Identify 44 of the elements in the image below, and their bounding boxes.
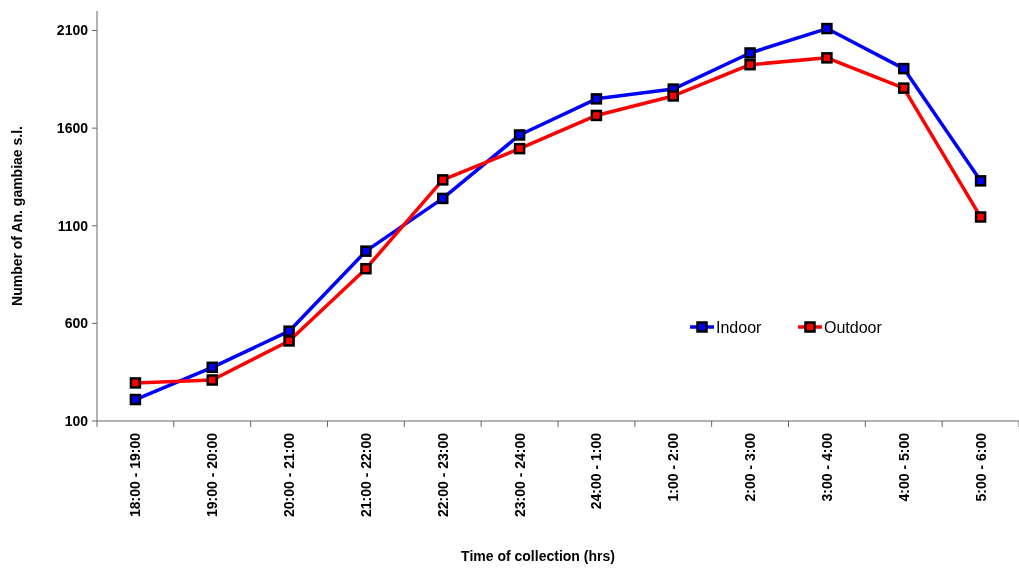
point	[744, 47, 756, 59]
x-axis-title: Time of collection (hrs)	[461, 548, 615, 564]
x-tick-label: 4:00 - 5:00	[895, 432, 912, 502]
y-tick-label: 1100	[57, 217, 89, 234]
point	[360, 262, 372, 275]
point	[898, 62, 910, 75]
x-tick-label: 5:00 - 6:00	[972, 432, 989, 502]
x-tick-label: 22:00 - 23:00	[434, 432, 451, 518]
point	[129, 377, 142, 389]
point	[360, 245, 372, 257]
point	[283, 325, 295, 337]
point	[974, 175, 987, 187]
y-tick-label: 600	[64, 315, 89, 332]
y-tick-label: 2100	[56, 22, 89, 39]
legend-label: Outdoor	[824, 318, 883, 336]
x-tick-label: 20:00 - 21:00	[281, 432, 298, 518]
x-tick-label: 21:00 - 22:00	[357, 432, 374, 518]
y-tick-label: 1600	[56, 120, 89, 137]
point	[206, 374, 218, 386]
point	[898, 82, 910, 94]
point	[821, 22, 833, 35]
point	[283, 335, 295, 347]
x-tick-label: 3:00 - 4:00	[818, 432, 835, 502]
point	[513, 129, 526, 141]
x-tick-label: 24:00 - 1:00	[588, 432, 605, 510]
point	[590, 109, 603, 122]
point	[821, 52, 833, 64]
x-tick-label: 1:00 - 2:00	[665, 432, 682, 502]
point	[437, 174, 449, 186]
point	[667, 90, 679, 102]
x-tick-label: 18:00 - 19:00	[127, 432, 144, 518]
point	[206, 361, 218, 374]
point	[513, 142, 526, 155]
point	[129, 393, 142, 406]
point	[974, 211, 987, 223]
y-axis-title: Number of An. gambiae s.l.	[9, 126, 25, 306]
x-tick-label: 23:00 - 24:00	[511, 432, 528, 518]
point	[437, 192, 449, 205]
point	[590, 93, 603, 105]
y-tick-label: 100	[64, 412, 89, 429]
x-tick-label: 19:00 - 20:00	[204, 432, 221, 518]
legend-label: Indoor	[716, 318, 763, 336]
point	[744, 58, 756, 71]
x-tick-label: 2:00 - 3:00	[742, 432, 759, 502]
